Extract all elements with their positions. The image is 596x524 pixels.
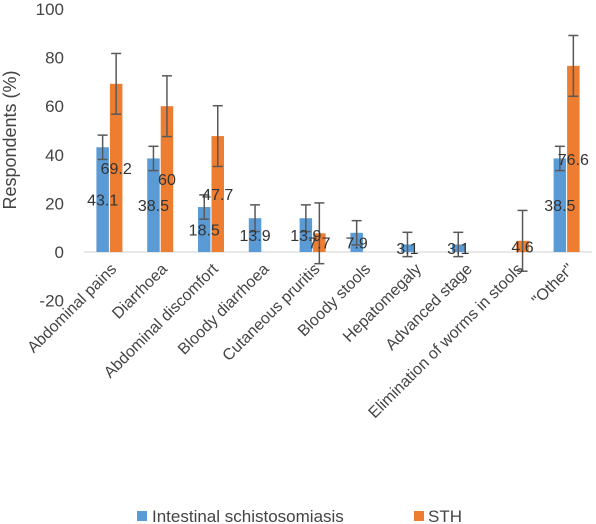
data-label-intestinal-schistosomiasis: 38.5 (138, 198, 169, 215)
error-bars (97, 34, 579, 272)
category-label-advanced-stage: Advanced stage (383, 261, 476, 354)
data-label-intestinal-schistosomiasis: 18.5 (189, 223, 220, 240)
data-label-intestinal-schistosomiasis: 3.1 (396, 241, 418, 258)
y-tick-label: 40 (45, 146, 64, 165)
data-label-intestinal-schistosomiasis: 38.5 (544, 198, 575, 215)
legend-label-intestinal-schistosomiasis: Intestinal schistosomiasis (152, 507, 344, 524)
data-label-sth: 60 (158, 172, 176, 189)
bar-sth-abdominal-pains (109, 83, 123, 253)
bar-intestinal-schistosomiasis-abdominal-pains (96, 147, 109, 252)
data-label-intestinal-schistosomiasis: 3.1 (447, 241, 469, 258)
bar-sth-diarrhoea (160, 106, 174, 252)
category-label-bloody-diarrhoea: Bloody diarrhoea (175, 261, 273, 359)
data-label-sth: 76.6 (558, 152, 589, 169)
legend-swatch-sth (414, 511, 424, 521)
y-tick-label: 20 (45, 194, 64, 213)
bar-sth-other (567, 65, 580, 252)
data-label-sth: 4.6 (511, 239, 533, 256)
bar-sth-abdominal-discomfort (211, 136, 224, 252)
data-label-intestinal-schistosomiasis: 43.1 (87, 193, 118, 210)
legend: Intestinal schistosomiasis STH (137, 507, 462, 524)
bar-intestinal-schistosomiasis-abdominal-discomfort (198, 207, 211, 252)
bar-intestinal-schistosomiasis-other (553, 158, 567, 252)
data-label-sth: 47.7 (202, 187, 233, 204)
legend-swatch-intestinal-schistosomiasis (137, 511, 147, 521)
y-tick-label: 0 (55, 243, 64, 262)
category-label-cutaneous-pruritis: Cutaneous pruritis (220, 261, 324, 365)
y-tick-label: 80 (45, 49, 64, 68)
data-label-sth: 69.2 (101, 161, 132, 178)
bars (96, 65, 580, 253)
bar-intestinal-schistosomiasis-cutaneous-pruritis (299, 218, 313, 252)
category-label-other: "Other" (529, 261, 577, 309)
data-label-intestinal-schistosomiasis: 7.9 (346, 235, 368, 252)
y-tick-label: 60 (45, 97, 64, 116)
bar-intestinal-schistosomiasis-bloody-diarrhoea (248, 218, 262, 252)
y-tick-label: -20 (39, 292, 64, 311)
y-tick-label: 100 (36, 0, 64, 19)
y-axis-ticks: -20 0 20 40 60 80 100 (36, 0, 64, 311)
data-label-sth: 7.7 (308, 236, 330, 253)
data-label-intestinal-schistosomiasis: 13.9 (239, 228, 270, 245)
bar-intestinal-schistosomiasis-diarrhoea (147, 158, 160, 252)
y-axis-title: Respondents (%) (0, 70, 20, 209)
legend-label-sth: STH (428, 507, 462, 524)
data-label-intestinal-schistosomiasis: 13.9 (290, 228, 321, 245)
